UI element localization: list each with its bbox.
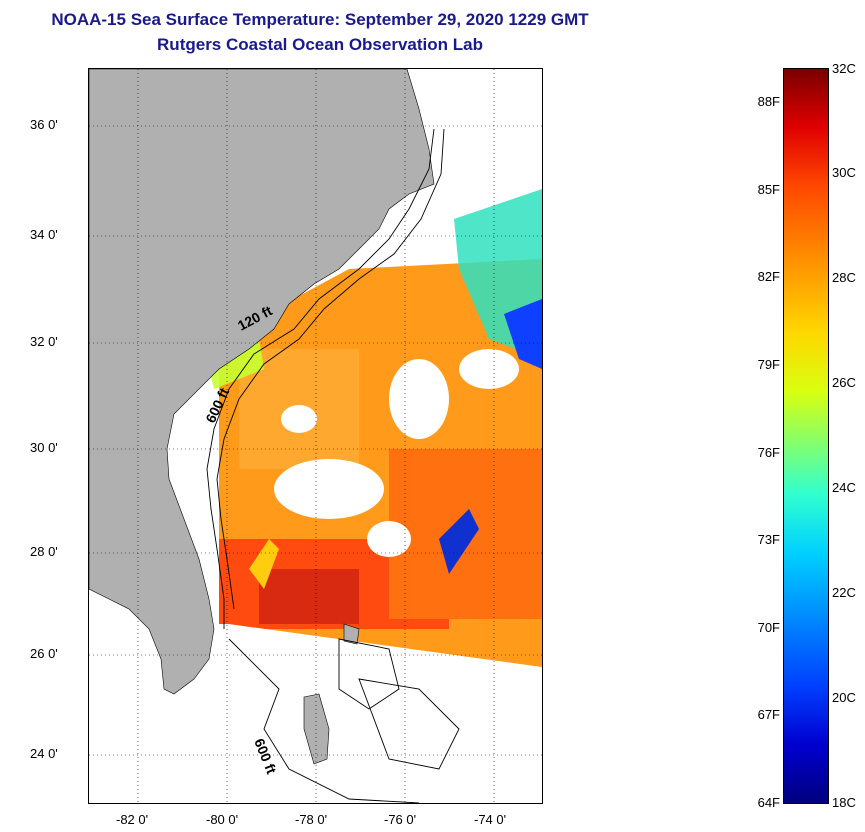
colorbar-c-30: 30C bbox=[832, 165, 856, 180]
colorbar-c-20: 20C bbox=[832, 690, 856, 705]
lat-tick-34: 34 0' bbox=[30, 227, 58, 242]
lat-tick-36: 36 0' bbox=[30, 117, 58, 132]
sst-patches-north bbox=[207, 189, 542, 589]
lon-tick-74: -74 0' bbox=[474, 812, 507, 827]
colorbar-c-24: 24C bbox=[832, 480, 856, 495]
lon-tick-78: -78 0' bbox=[295, 812, 328, 827]
colorbar-c-28: 28C bbox=[832, 270, 856, 285]
colorbar-c-22: 22C bbox=[832, 585, 856, 600]
colorbar-f-67: 67F bbox=[757, 707, 780, 722]
lat-tick-30: 30 0' bbox=[30, 440, 58, 455]
chart-subtitle: Rutgers Coastal Ocean Observation Lab bbox=[157, 35, 483, 54]
colorbar-f-76: 76F bbox=[757, 445, 780, 460]
sst-map: 120 ft 600 ft 600 ft bbox=[88, 68, 543, 804]
bathymetry-contours bbox=[206, 128, 460, 803]
chart-title: NOAA-15 Sea Surface Temperature: Septemb… bbox=[51, 10, 589, 29]
colorbar-f-73: 73F bbox=[757, 532, 780, 547]
sst-map-drawing: 120 ft 600 ft 600 ft bbox=[89, 69, 542, 803]
colorbar-f-85: 85F bbox=[757, 182, 780, 197]
colorbar-c-18: 18C bbox=[832, 795, 856, 810]
contour-label-600ft-south: 600 ft bbox=[251, 736, 280, 776]
land-southeast-us bbox=[89, 69, 435, 695]
lon-tick-76: -76 0' bbox=[384, 812, 417, 827]
lon-tick-82: -82 0' bbox=[116, 812, 149, 827]
temperature-colorbar bbox=[783, 68, 829, 804]
cloud-cover bbox=[274, 349, 519, 557]
colorbar-f-79: 79F bbox=[757, 357, 780, 372]
lat-tick-26: 26 0' bbox=[30, 646, 58, 661]
colorbar-f-64: 64F bbox=[757, 795, 780, 810]
colorbar-f-82: 82F bbox=[757, 269, 780, 284]
lat-tick-32: 32 0' bbox=[30, 334, 58, 349]
colorbar-f-70: 70F bbox=[757, 620, 780, 635]
colorbar-c-32: 32C bbox=[832, 61, 856, 76]
colorbar-c-26: 26C bbox=[832, 375, 856, 390]
land-bahamas bbox=[303, 623, 360, 765]
colorbar-f-88: 88F bbox=[757, 94, 780, 109]
lon-tick-80: -80 0' bbox=[206, 812, 239, 827]
lat-tick-24: 24 0' bbox=[30, 746, 58, 761]
lat-tick-28: 28 0' bbox=[30, 544, 58, 559]
